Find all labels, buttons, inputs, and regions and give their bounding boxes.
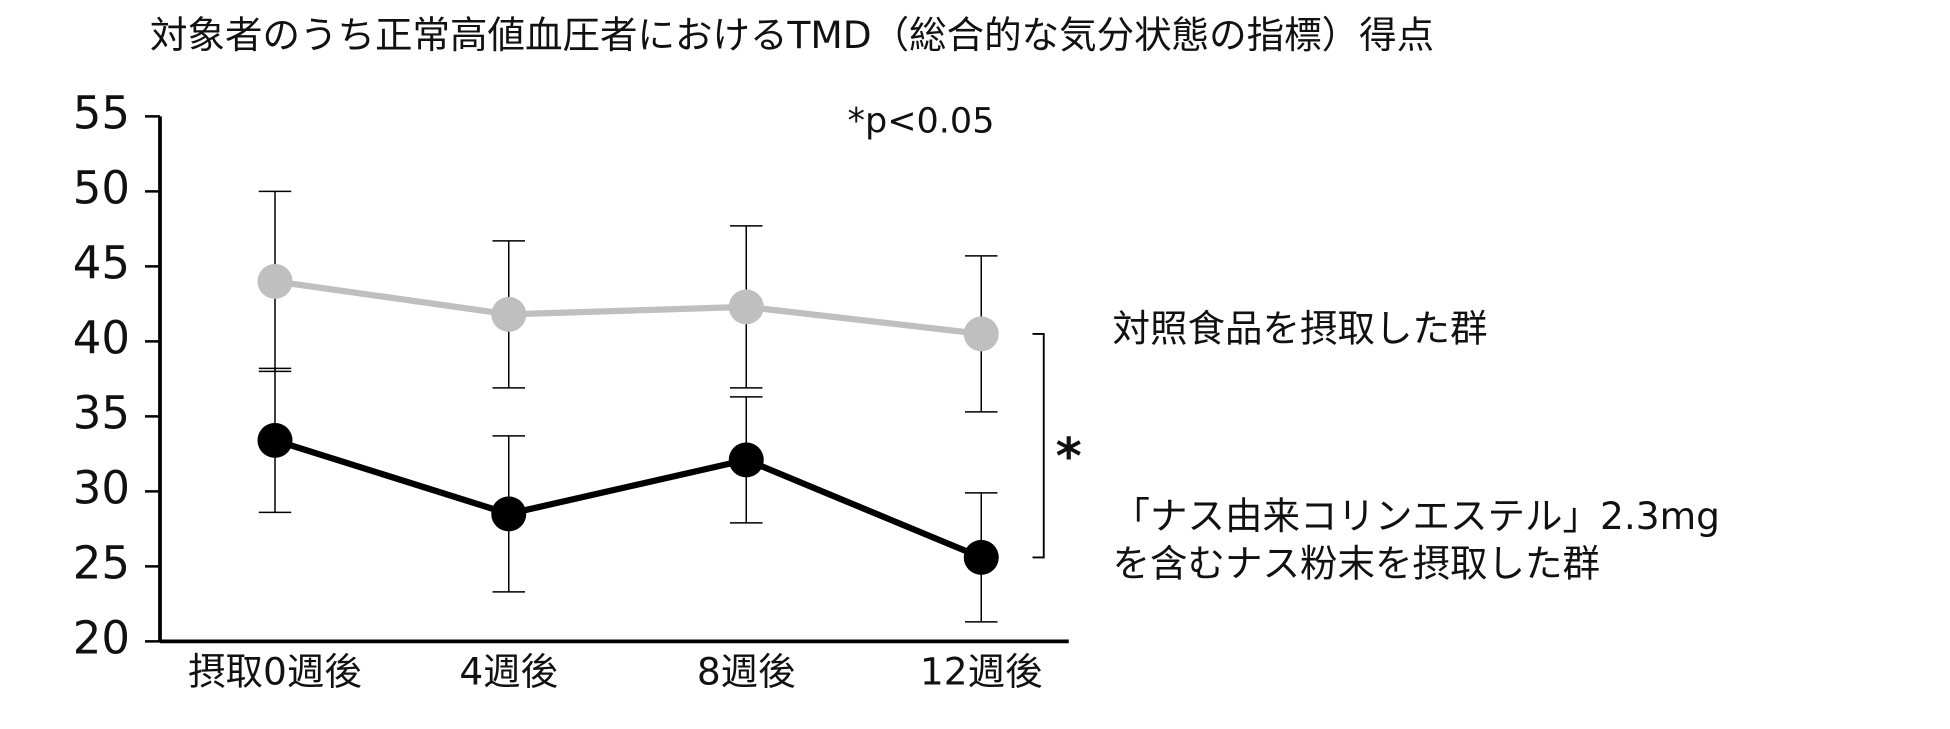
significance-bracket	[1032, 332, 1045, 559]
x-tick-label: 12週後	[920, 649, 1043, 693]
legend-entry: 「ナス由来コリンエステル」2.3mg を含むナス粉末を摂取した群	[1112, 495, 1720, 586]
x-tick-label: 8週後	[697, 649, 796, 693]
data-point	[728, 442, 764, 478]
y-tick-label: 40	[73, 311, 130, 364]
chart-title: 対象者のうち正常高値血圧者におけるTMD（総合的な気分状態の指標）得点	[150, 13, 1434, 57]
annotation: *p<0.05	[848, 102, 995, 142]
x-tick-label: 4週後	[459, 649, 558, 693]
legend-label: 「ナス由来コリンエステル」2.3mg を含むナス粉末を摂取した群	[1112, 495, 1720, 586]
data-point	[728, 289, 764, 325]
y-tick-label: 35	[73, 386, 130, 439]
significance-mark: *	[1056, 428, 1082, 486]
y-tick-label: 30	[73, 461, 130, 514]
data-point	[257, 422, 293, 458]
y-tick-label: 50	[73, 161, 130, 214]
series-line	[274, 278, 982, 337]
x-tick-label: 摂取0週後	[188, 649, 362, 693]
legend-entry: 対照食品を摂取した群	[1112, 307, 1488, 352]
y-tick-label: 45	[73, 236, 130, 289]
data-point	[963, 316, 999, 352]
data-point	[963, 539, 999, 575]
data-point	[257, 263, 293, 299]
data-point	[491, 496, 527, 532]
y-tick-label: 20	[73, 611, 130, 664]
y-tick-label: 25	[73, 536, 130, 589]
legend-label: 対照食品を摂取した群	[1112, 307, 1488, 352]
series-line	[274, 437, 983, 561]
data-point	[491, 296, 527, 332]
y-tick-label: 55	[73, 86, 130, 139]
